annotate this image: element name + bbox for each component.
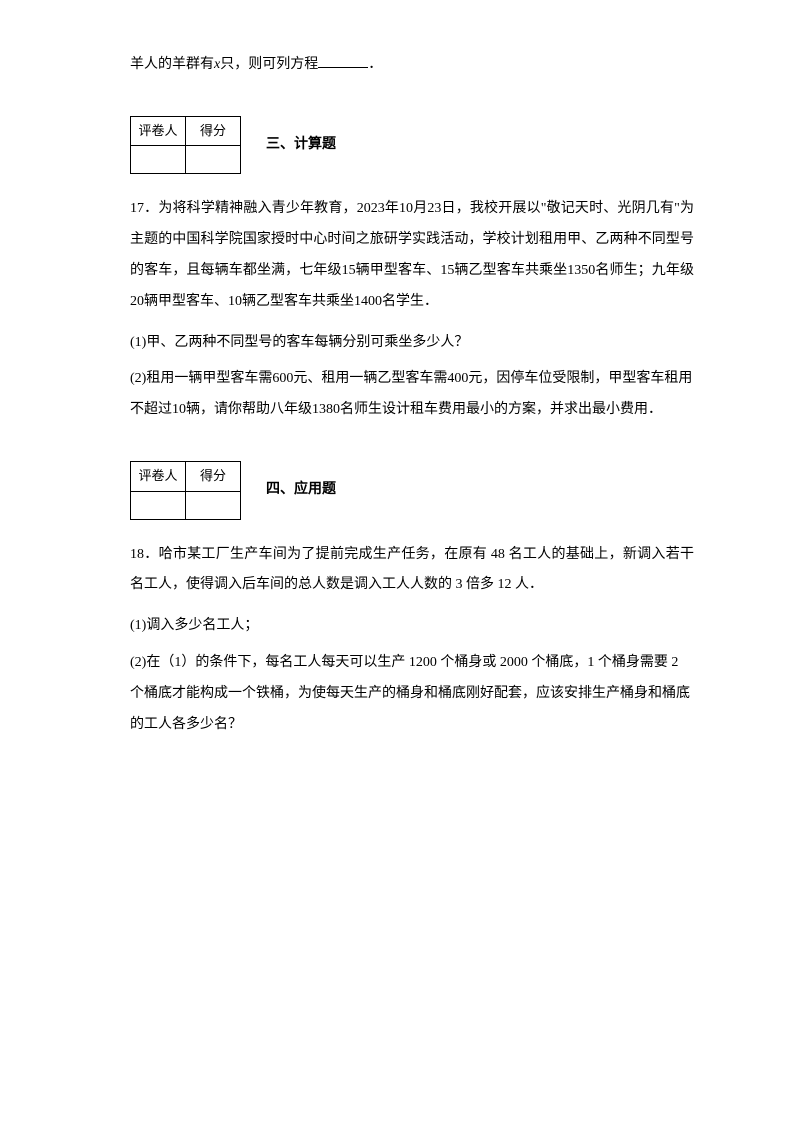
fragment-text: 羊人的羊群有x只，则可列方程．	[130, 50, 694, 81]
fragment-period: ．	[368, 57, 382, 72]
q18-sub2: (2)在（1）的条件下，每名工人每天可以生产 1200 个桶身或 2000 个桶…	[130, 648, 694, 740]
score-header-reviewer: 评卷人	[131, 116, 186, 146]
fragment-prefix: 羊人的羊群有	[130, 57, 214, 72]
score-table-3: 评卷人 得分	[130, 116, 241, 175]
section-4-title: 四、应用题	[266, 475, 336, 506]
score-header-score: 得分	[186, 461, 241, 491]
question-17: 17．为将科学精神融入青少年教育，2023年10月23日，我校开展以"敬记天时、…	[130, 194, 694, 426]
q18-text: 18．哈市某工厂生产车间为了提前完成生产任务，在原有 48 名工人的基础上，新调…	[130, 540, 694, 602]
q17-sub1: (1)甲、乙两种不同型号的客车每辆分别可乘坐多少人？	[130, 328, 694, 359]
fragment-suffix: 只，则可列方程	[220, 57, 318, 72]
section-3-title: 三、计算题	[266, 130, 336, 161]
score-cell-empty	[186, 146, 241, 174]
score-cell-empty	[131, 146, 186, 174]
section-4-header: 评卷人 得分 四、应用题	[130, 461, 694, 520]
q17-text: 17．为将科学精神融入青少年教育，2023年10月23日，我校开展以"敬记天时、…	[130, 194, 694, 317]
q18-sub1: (1)调入多少名工人；	[130, 611, 694, 642]
question-18: 18．哈市某工厂生产车间为了提前完成生产任务，在原有 48 名工人的基础上，新调…	[130, 540, 694, 741]
score-header-score: 得分	[186, 116, 241, 146]
score-header-reviewer: 评卷人	[131, 461, 186, 491]
score-cell-empty	[131, 491, 186, 519]
blank-underline	[318, 54, 368, 68]
score-cell-empty	[186, 491, 241, 519]
score-table-4: 评卷人 得分	[130, 461, 241, 520]
section-3-header: 评卷人 得分 三、计算题	[130, 116, 694, 175]
q17-sub2: (2)租用一辆甲型客车需600元、租用一辆乙型客车需400元，因停车位受限制，甲…	[130, 364, 694, 426]
